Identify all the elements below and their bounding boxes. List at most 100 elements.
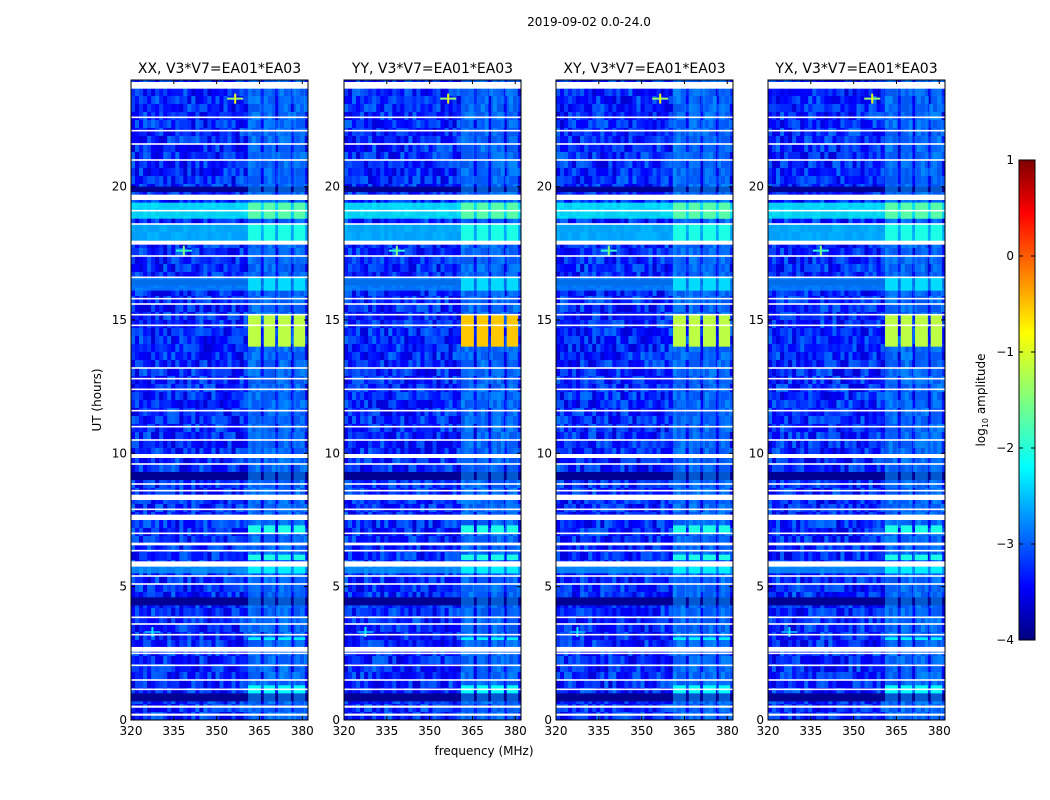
noise-cell [131, 128, 136, 137]
noise-cell [167, 544, 172, 553]
noise-cell [239, 384, 244, 393]
noise-cell [171, 416, 176, 425]
noise-cell [259, 664, 264, 673]
noise-cell [235, 528, 240, 537]
noise-cell [135, 256, 140, 265]
noise-cell [304, 152, 309, 161]
noise-cell [360, 96, 365, 105]
noise-cell [304, 432, 309, 441]
noise-cell [239, 536, 244, 545]
noise-cell [352, 256, 357, 265]
noise-cell [179, 352, 184, 361]
noise-cell [155, 688, 160, 697]
noise-cell [227, 360, 232, 369]
noise-cell [163, 336, 168, 345]
noise-cell [408, 136, 413, 145]
noise-cell [215, 496, 220, 505]
noise-cell [183, 712, 188, 721]
noise-cell [488, 144, 494, 153]
noise-cell [404, 288, 409, 297]
noise-cell [259, 416, 264, 425]
noise-cell [243, 640, 248, 649]
noise-cell [179, 120, 184, 129]
noise-cell [384, 216, 389, 225]
noise-cell [139, 136, 144, 145]
noise-cell [187, 120, 192, 129]
noise-cell [304, 456, 309, 465]
noise-cell [171, 456, 176, 465]
noise-cell [231, 400, 236, 409]
noise-cell [219, 320, 224, 329]
noise-cell [139, 296, 144, 305]
noise-cell [215, 536, 220, 545]
noise-cell [175, 592, 180, 601]
noise-cell [139, 344, 144, 353]
noise-cell [171, 624, 176, 633]
noise-cell [155, 456, 160, 465]
noise-cell [191, 88, 196, 97]
noise-cell [392, 256, 397, 265]
noise-cell [231, 104, 236, 113]
noise-cell [259, 456, 264, 465]
noise-cell [187, 160, 192, 169]
noise-cell [159, 544, 164, 553]
noise-cell [215, 216, 220, 225]
noise-cell [304, 288, 309, 297]
noise-cell [203, 152, 208, 161]
noise-cell [191, 496, 196, 505]
noise-cell [179, 424, 184, 433]
noise-cell [131, 552, 136, 561]
noise-cell [235, 664, 240, 673]
noise-cell [304, 104, 309, 113]
noise-cell [207, 136, 212, 145]
noise-cell [147, 688, 152, 697]
noise-cell [243, 168, 248, 177]
noise-cell [420, 248, 425, 257]
noise-cell [432, 216, 437, 225]
noise-cell [448, 96, 453, 105]
noise-cell [187, 392, 192, 401]
flagged-row [131, 255, 308, 257]
noise-cell [304, 496, 309, 505]
noise-cell [159, 136, 164, 145]
noise-cell [195, 264, 200, 273]
noise-cell [215, 104, 220, 113]
noise-cell [203, 608, 208, 617]
noise-cell [275, 256, 281, 265]
noise-cell [143, 528, 148, 537]
noise-cell [199, 304, 204, 313]
noise-cell [163, 328, 168, 337]
noise-cell [444, 120, 449, 129]
noise-cell [171, 552, 176, 561]
noise-cell [456, 88, 461, 97]
noise-cell [436, 312, 441, 321]
noise-cell [364, 112, 369, 121]
noise-cell [151, 488, 156, 497]
noise-cell [360, 272, 365, 281]
noise-cell [203, 256, 208, 265]
noise-cell [171, 112, 176, 121]
noise-cell [143, 352, 148, 361]
noise-cell [227, 408, 232, 417]
noise-cell [223, 320, 228, 329]
noise-cell [135, 456, 140, 465]
noise-cell [235, 440, 240, 449]
noise-cell [223, 136, 228, 145]
noise-cell [472, 264, 477, 273]
noise-cell [223, 424, 228, 433]
noise-cell [231, 464, 236, 473]
noise-cell [384, 264, 389, 273]
noise-cell [364, 272, 369, 281]
noise-cell [179, 408, 184, 417]
noise-cell [187, 128, 192, 137]
noise-cell [135, 552, 140, 561]
noise-cell [167, 360, 172, 369]
noise-cell [135, 664, 140, 673]
noise-cell [211, 608, 216, 617]
noise-cell [183, 592, 188, 601]
noise-cell [452, 272, 457, 281]
noise-cell [163, 216, 168, 225]
noise-cell [488, 88, 494, 97]
noise-cell [364, 304, 369, 313]
noise-cell [199, 328, 204, 337]
